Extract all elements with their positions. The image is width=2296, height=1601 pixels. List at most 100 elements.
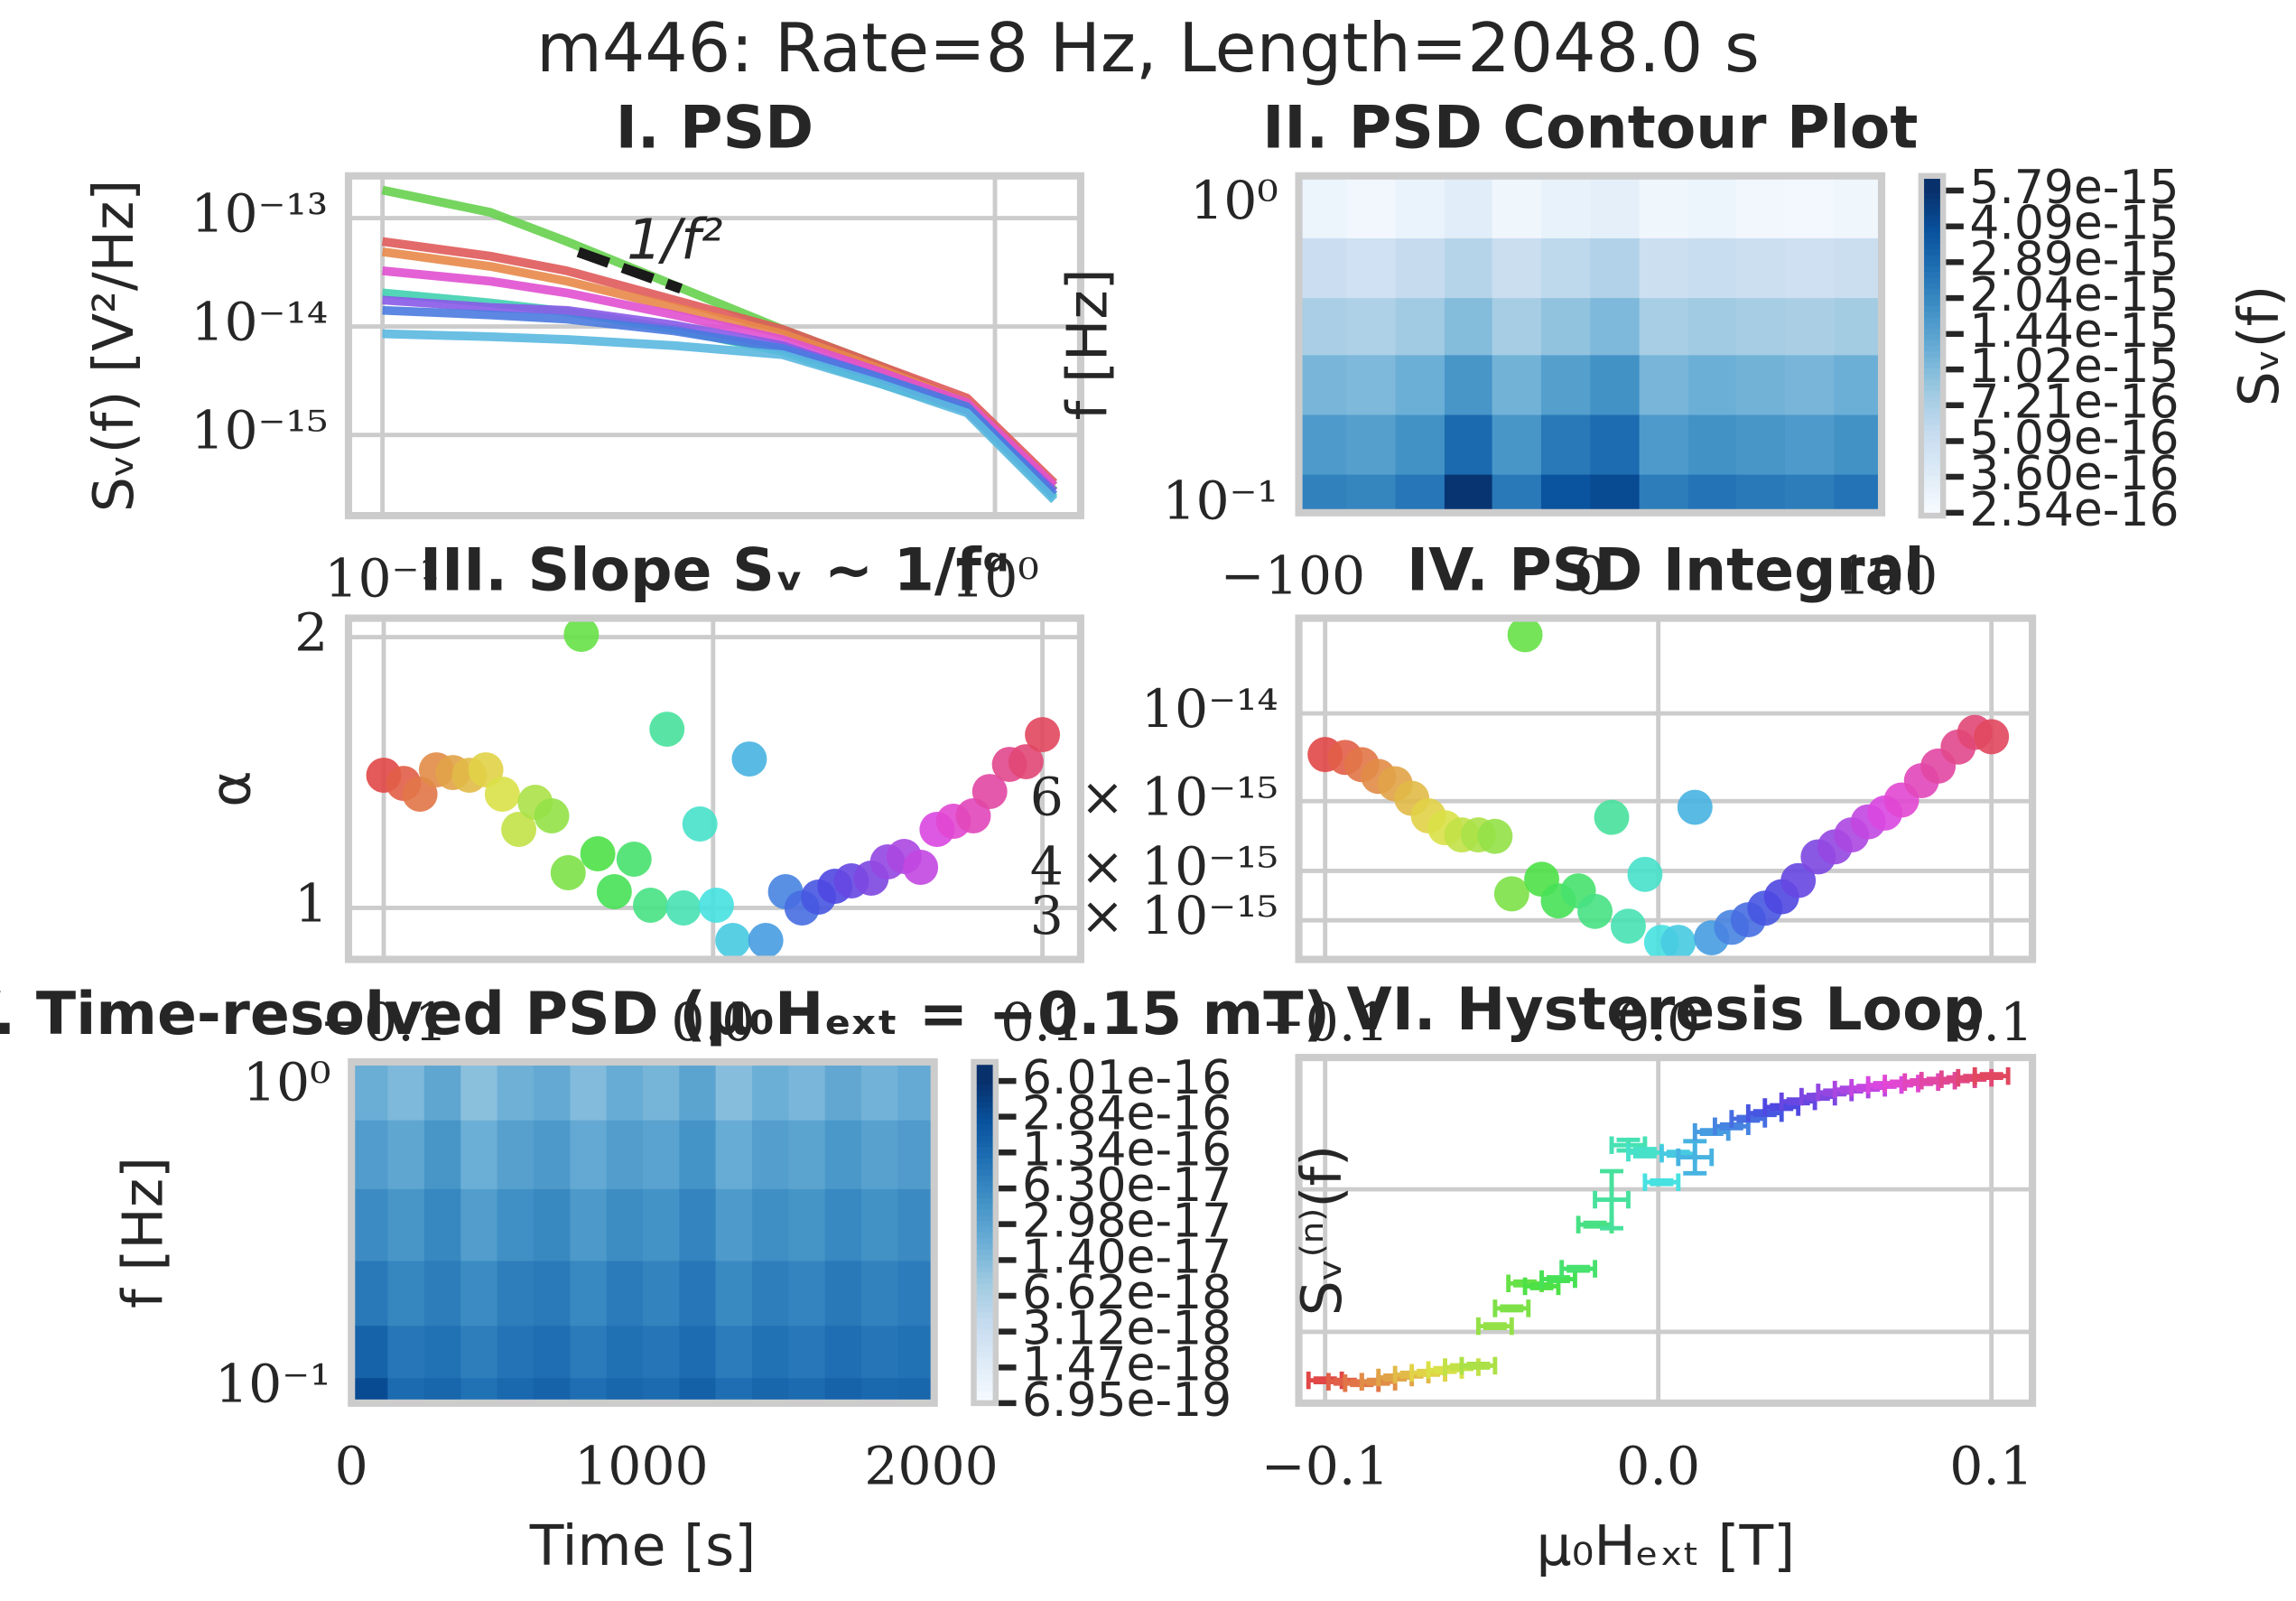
contour-cell — [1687, 298, 1737, 357]
y-tick-label: 10⁰ — [243, 1052, 331, 1113]
contour-cell — [387, 1261, 425, 1327]
contour-cell — [1540, 298, 1592, 357]
colorbar-band — [973, 1164, 996, 1171]
contour-cell — [1834, 298, 1883, 357]
x-tick-label: 0.0 — [671, 991, 755, 1053]
contour-cell — [1298, 474, 1348, 514]
psd-line — [382, 329, 1058, 504]
colorbar-band — [973, 1124, 996, 1131]
colorbar-band — [1920, 340, 1944, 347]
contour-cell — [570, 1061, 608, 1122]
colorbar-tick-label: 1.47e-18 — [1022, 1337, 1232, 1392]
contour-cell — [1590, 237, 1641, 300]
point — [665, 890, 702, 926]
y-tick-label: 3 × 10⁻¹⁵ — [1030, 885, 1278, 946]
x-tick-label: 10⁻¹ — [324, 548, 441, 610]
colorbar-band — [1920, 385, 1944, 393]
contour-cell — [1540, 474, 1592, 514]
contour-cell — [1834, 175, 1883, 239]
y-tick-label: 10⁻¹³ — [191, 183, 328, 245]
colorbar-frame — [971, 1058, 999, 1407]
point — [633, 888, 668, 923]
contour-cell — [860, 1188, 899, 1262]
colorbar-band — [973, 1352, 996, 1359]
contour-cell — [1639, 414, 1689, 476]
contour-cell — [497, 1120, 534, 1190]
panel-title: IV. PSD Integral — [1407, 537, 1925, 605]
contour-cell — [1298, 237, 1348, 300]
contour-cell — [679, 1188, 717, 1262]
colorbar-band — [973, 1289, 996, 1297]
contour-cell — [351, 1120, 389, 1190]
colorbar-band — [1920, 220, 1944, 228]
colorbar-band — [973, 1340, 996, 1347]
colorbar-band — [973, 1232, 996, 1240]
contour-cell — [788, 1261, 826, 1327]
contour-cell — [897, 1261, 935, 1327]
colorbar-band — [1920, 329, 1944, 336]
colorbar-band — [1920, 306, 1944, 313]
colorbar-tick-label: 1.44e-15 — [1969, 304, 2179, 358]
contour-cell — [1444, 474, 1493, 514]
contour-cell — [788, 1326, 826, 1380]
contour-cell — [423, 1326, 462, 1380]
colorbar-band — [973, 1306, 996, 1314]
colorbar-band — [1920, 362, 1944, 369]
x-tick-label: −0.1 — [1261, 1435, 1390, 1496]
colorbar-tick-label: 3.12e-18 — [1022, 1302, 1232, 1356]
colorbar-tick-label: 1.40e-17 — [1022, 1230, 1232, 1284]
colorbar-band — [1920, 368, 1944, 376]
colorbar-band — [1920, 334, 1944, 341]
contour-cell — [1395, 355, 1445, 416]
colorbar-band — [973, 1209, 996, 1217]
colorbar-band — [973, 1147, 996, 1154]
colorbar-band — [1920, 232, 1944, 239]
contour-cell — [679, 1061, 717, 1122]
y-tick-label: 10⁻¹⁴ — [191, 292, 328, 353]
contour-cell — [679, 1261, 717, 1327]
contour-cell — [1346, 298, 1397, 357]
contour-cell — [824, 1120, 862, 1190]
contour-cell — [1346, 355, 1397, 416]
axes-frame — [344, 614, 1084, 963]
axes-frame — [348, 1057, 938, 1407]
contour-cell — [1735, 175, 1786, 239]
y-tick-label: 6 × 10⁻¹⁵ — [1030, 766, 1278, 827]
contour-cell — [1395, 175, 1445, 239]
contour-cell — [423, 1120, 462, 1190]
colorbar-band — [973, 1374, 996, 1382]
colorbar-band — [1920, 407, 1944, 415]
x-tick-label: 1000 — [574, 1435, 709, 1496]
contour-cell — [1395, 298, 1445, 357]
contour-cell — [606, 1061, 644, 1122]
point — [1493, 876, 1529, 912]
contour-cell — [1834, 237, 1883, 300]
colorbar-band — [973, 1369, 996, 1376]
contour-cell — [460, 1188, 498, 1262]
colorbar-band — [973, 1357, 996, 1364]
contour-cell — [606, 1261, 644, 1327]
point — [616, 842, 652, 877]
point — [748, 923, 784, 958]
contour-cell — [824, 1261, 862, 1327]
contour-cell — [642, 1261, 681, 1327]
psd-line — [382, 305, 1058, 498]
contour-cell — [1687, 237, 1737, 300]
colorbar-band — [1920, 182, 1944, 189]
contour-cell — [1444, 175, 1493, 239]
colorbar-band — [1920, 492, 1944, 500]
contour-cell — [715, 1188, 754, 1262]
contour-cell — [533, 1061, 572, 1122]
contour-cell — [423, 1261, 462, 1327]
y-tick-label: 10⁻¹⁵ — [191, 400, 328, 461]
contour-cell — [1639, 474, 1689, 514]
point — [580, 836, 616, 871]
contour-cell — [1639, 298, 1689, 357]
colorbar-band — [1920, 424, 1944, 432]
contour-cell — [1444, 237, 1493, 300]
colorbar-band — [973, 1192, 996, 1200]
colorbar-band — [1920, 374, 1944, 381]
colorbar-tick-label: 2.84e-16 — [1022, 1087, 1232, 1141]
contour-cell — [1687, 414, 1737, 476]
